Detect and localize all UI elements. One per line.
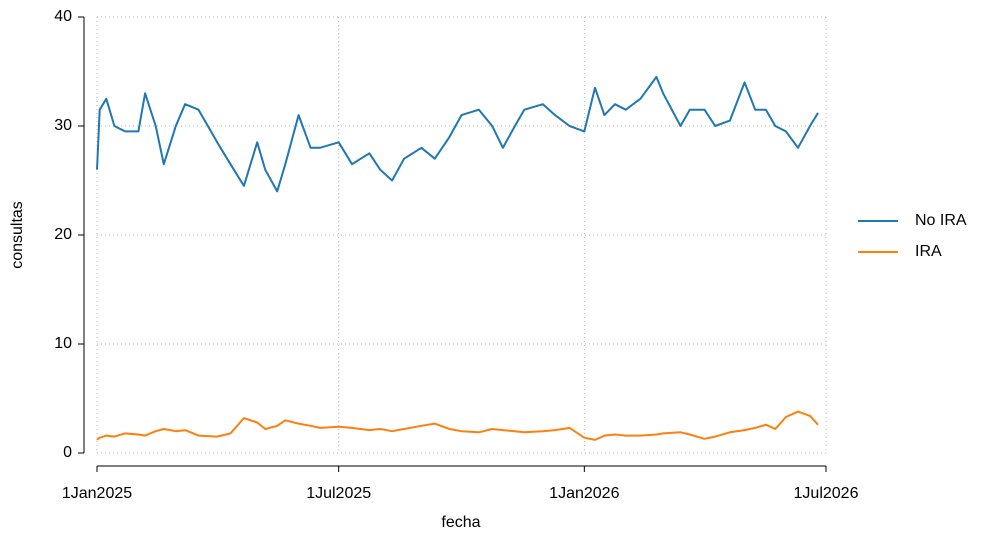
legend-label: IRA bbox=[915, 243, 942, 260]
x-axis-title: fecha bbox=[441, 514, 480, 531]
y-tick-label: 20 bbox=[54, 226, 72, 243]
legend-label: No IRA bbox=[915, 212, 967, 229]
y-axis-title: consultas bbox=[9, 201, 26, 269]
series-line bbox=[96, 410, 819, 441]
y-tick-label: 10 bbox=[54, 335, 72, 352]
x-tick-label: 1Jul2026 bbox=[794, 485, 859, 502]
y-tick-label: 40 bbox=[54, 8, 72, 25]
x-tick-label: 1Jan2026 bbox=[549, 485, 619, 502]
x-tick-label: 1Jan2025 bbox=[62, 485, 132, 502]
y-tick-label: 30 bbox=[54, 117, 72, 134]
x-tick-label: 1Jul2025 bbox=[306, 485, 371, 502]
series-line bbox=[96, 75, 819, 193]
y-tick-label: 0 bbox=[63, 444, 72, 461]
